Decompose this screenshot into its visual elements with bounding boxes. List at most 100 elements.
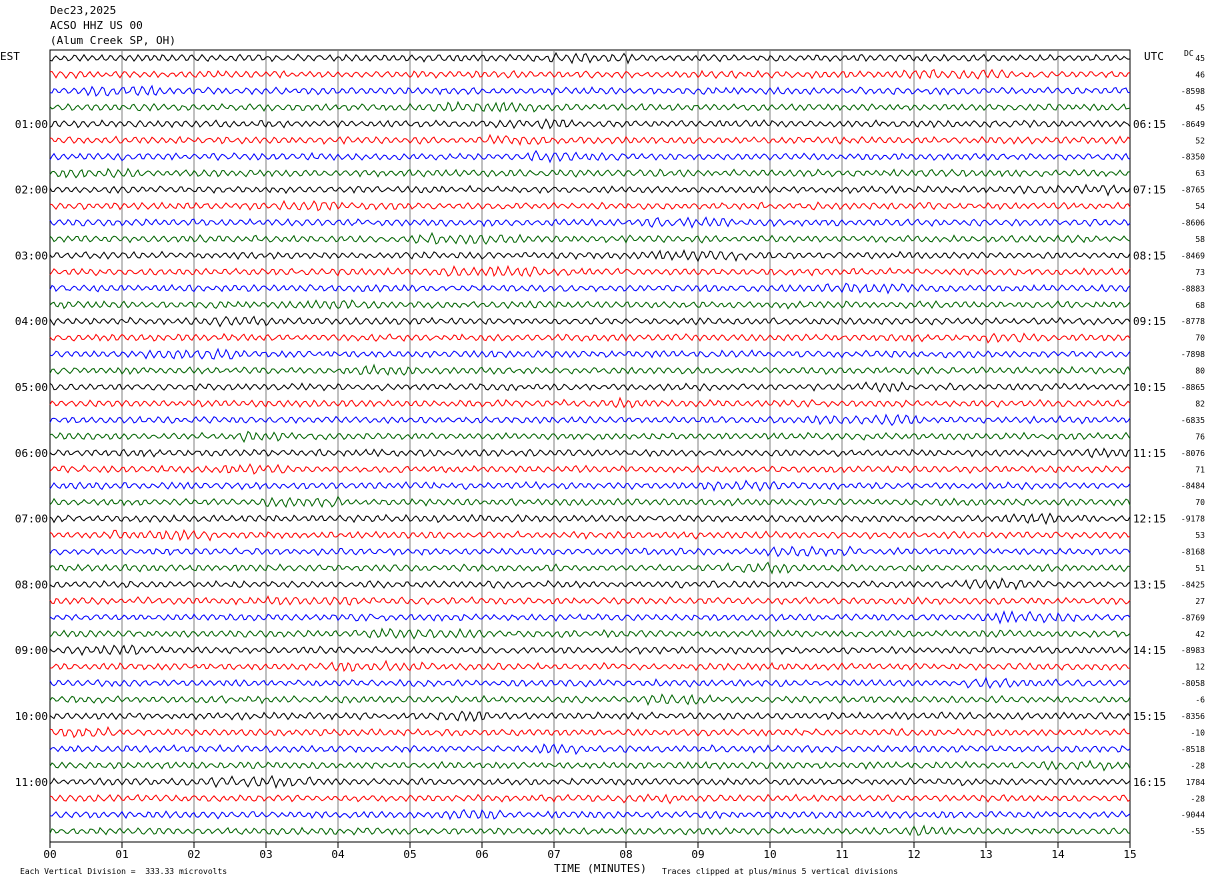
x-tick-label: 07 — [547, 848, 560, 861]
trace-row — [49, 299, 1131, 310]
est-hour-label: 07:00 — [15, 513, 48, 526]
utc-hour-label: 14:15 — [1133, 644, 1166, 657]
trace-row — [49, 726, 1131, 739]
trace-row — [49, 693, 1131, 707]
dc-offset-label: -8425 — [1181, 580, 1205, 589]
est-hour-label: 03:00 — [15, 249, 48, 262]
utc-hour-label: 12:15 — [1133, 513, 1166, 526]
trace-row — [49, 463, 1131, 475]
x-tick-label: 02 — [187, 848, 200, 861]
dc-offset-label: -6 — [1195, 696, 1205, 705]
x-tick-label: 04 — [331, 848, 345, 861]
trace-row — [49, 495, 1131, 508]
trace-row — [49, 595, 1131, 606]
dc-offset-label: -8649 — [1181, 120, 1205, 129]
right-timezone: UTC — [1144, 50, 1164, 63]
x-tick-label: 09 — [691, 848, 704, 861]
dc-offset-label: -8765 — [1181, 186, 1205, 195]
dc-offset-label: 42 — [1195, 630, 1205, 639]
dc-offset-label: -8168 — [1181, 548, 1205, 557]
trace-row — [49, 149, 1131, 164]
trace-row — [49, 743, 1131, 756]
utc-hour-label: 07:15 — [1133, 184, 1166, 197]
plot-frame — [49, 49, 1131, 843]
x-tick-label: 14 — [1051, 848, 1065, 861]
dc-offset-label: 68 — [1195, 301, 1205, 310]
trace-row — [49, 577, 1131, 591]
trace-row — [49, 216, 1131, 229]
dc-offset-label: -8518 — [1181, 745, 1205, 754]
x-tick-label: 00 — [43, 848, 56, 861]
clip-note: Traces clipped at plus/minus 5 vertical … — [662, 867, 899, 876]
dc-offset-label: -8865 — [1181, 383, 1205, 392]
x-tick-label: 05 — [403, 848, 416, 861]
dc-offset-label: 70 — [1195, 498, 1205, 507]
trace-row — [49, 183, 1131, 197]
trace-row — [49, 528, 1131, 542]
dc-offset-label: 27 — [1195, 597, 1205, 606]
x-tick-label: 12 — [907, 848, 920, 861]
trace-row — [49, 793, 1131, 805]
trace-row — [49, 231, 1131, 245]
dc-offset-label: 52 — [1195, 136, 1205, 145]
header-location: (Alum Creek SP, OH) — [50, 34, 176, 47]
trace-row — [49, 430, 1131, 444]
dc-offset-label: -55 — [1191, 827, 1206, 836]
trace-row — [49, 808, 1131, 821]
utc-hour-label: 13:15 — [1133, 578, 1166, 591]
utc-hour-label: 11:15 — [1133, 447, 1166, 460]
dc-offset-label: -8350 — [1181, 153, 1205, 162]
dc-offset-label: 45 — [1195, 103, 1205, 112]
dc-offset-label: 12 — [1195, 663, 1205, 672]
utc-hour-label: 16:15 — [1133, 776, 1166, 789]
dc-offset-label: -8598 — [1181, 87, 1205, 96]
dc-offset-label: 51 — [1195, 564, 1205, 573]
dc-offset-label: -28 — [1191, 761, 1206, 770]
scale-note: Each Vertical Division = 333.33 microvol… — [20, 867, 228, 876]
trace-row — [49, 118, 1131, 130]
trace-row — [49, 413, 1131, 427]
trace-row — [49, 644, 1131, 657]
x-axis-label: TIME (MINUTES) — [554, 862, 647, 875]
trace-row — [49, 710, 1131, 723]
est-hour-label: 09:00 — [15, 644, 48, 657]
dc-offset-label: -10 — [1191, 728, 1206, 737]
trace-row — [50, 659, 1131, 672]
dc-offset-label: 46 — [1195, 70, 1205, 79]
dc-offset-label: -8058 — [1181, 679, 1205, 688]
dc-offset-label: -8769 — [1181, 613, 1205, 622]
left-timezone: EST — [0, 50, 20, 63]
dc-offset-label: 82 — [1195, 399, 1205, 408]
trace-row — [49, 545, 1131, 558]
dc-offset-label: -7898 — [1181, 350, 1205, 359]
trace-row — [49, 347, 1131, 360]
trace-row — [49, 84, 1131, 97]
dc-offset-label: 53 — [1195, 531, 1205, 540]
x-tick-label: 08 — [619, 848, 632, 861]
dc-offset-label: 73 — [1195, 268, 1205, 277]
utc-hour-label: 06:15 — [1133, 118, 1166, 131]
trace-row — [49, 100, 1131, 113]
est-hour-label: 01:00 — [15, 118, 48, 131]
dc-offset-label: -8484 — [1181, 482, 1205, 491]
utc-hour-label: 09:15 — [1133, 315, 1166, 328]
trace-row — [49, 447, 1131, 459]
dc-offset-label: -9178 — [1181, 515, 1205, 524]
trace-row — [49, 381, 1131, 393]
est-hour-label: 08:00 — [15, 578, 48, 591]
dc-offset-label: 80 — [1195, 367, 1205, 376]
trace-row — [49, 396, 1131, 409]
x-tick-label: 10 — [763, 848, 776, 861]
dc-offset-label: 45 — [1195, 54, 1205, 63]
utc-hour-label: 10:15 — [1133, 381, 1166, 394]
dc-offset-label: 71 — [1195, 465, 1205, 474]
est-hour-label: 10:00 — [15, 710, 48, 723]
dc-offset-label: -8983 — [1181, 646, 1205, 655]
trace-row — [49, 676, 1131, 689]
trace-row — [49, 248, 1131, 263]
est-hour-label: 06:00 — [15, 447, 48, 460]
trace-row — [49, 774, 1131, 790]
dc-offset-label: -28 — [1191, 794, 1206, 803]
trace-row — [49, 51, 1131, 65]
